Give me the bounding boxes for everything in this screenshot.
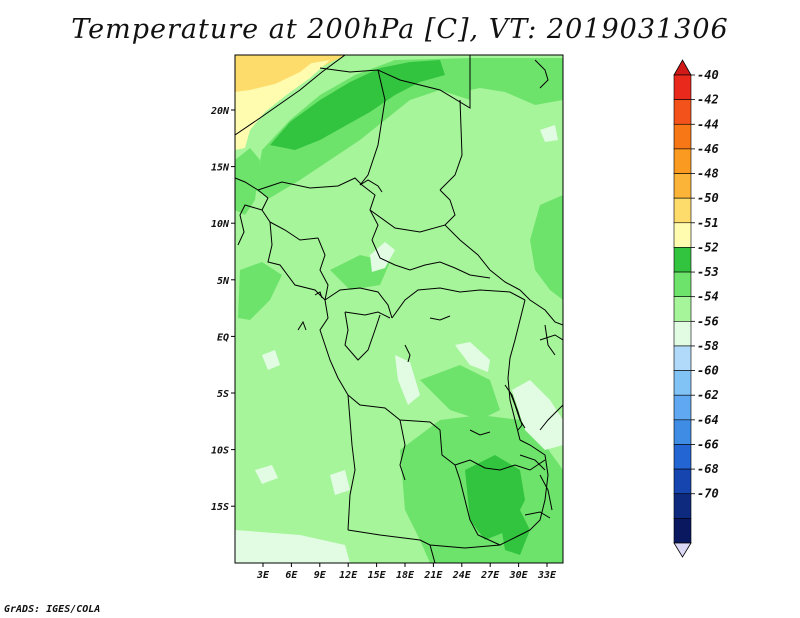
colorbar-swatch xyxy=(673,370,692,396)
colorbar-label: -66 xyxy=(697,437,719,451)
colorbar-swatch xyxy=(673,444,692,470)
grads-credit: GrADS: IGES/COLA xyxy=(4,604,101,615)
colorbar-label: -62 xyxy=(697,388,719,402)
lon-label: 3E xyxy=(256,570,270,581)
field-pale-congo xyxy=(455,342,490,372)
field-green-west xyxy=(238,262,282,320)
colorbar-label: -60 xyxy=(697,364,719,378)
colorbar-swatch xyxy=(673,345,692,371)
lon-label: 21E xyxy=(423,570,443,581)
lon-label: 30E xyxy=(509,570,529,581)
colorbar-label: -50 xyxy=(697,191,719,205)
lat-label: 15N xyxy=(211,163,230,174)
map-frame xyxy=(234,54,564,564)
lat-label: 15S xyxy=(211,502,229,513)
field-dark-band-north xyxy=(270,60,445,150)
map-title: Temperature at 200hPa [C], VT: 201903130… xyxy=(71,14,729,45)
colorbar-swatch xyxy=(673,99,692,125)
colorbar: -40 -42 -44 -46 -48 -50 -51 -52 -53 -54 -56 -58 -60 -… xyxy=(673,59,719,558)
lon-label: 18E xyxy=(396,570,415,581)
lat-label: EQ xyxy=(217,332,229,343)
colorbar-swatch xyxy=(673,296,692,322)
colorbar-swatch xyxy=(673,74,692,100)
field-green-east xyxy=(530,195,563,300)
colorbar-label: -68 xyxy=(697,462,719,476)
lon-label: 9E xyxy=(314,570,327,581)
lat-label: 10N xyxy=(211,219,230,230)
colorbar-label: -52 xyxy=(697,240,719,254)
country-borders xyxy=(235,55,563,563)
lon-label: 27E xyxy=(480,570,500,581)
lon-label: 12E xyxy=(339,570,358,581)
colorbar-swatch xyxy=(673,321,692,347)
colorbar-swatch xyxy=(673,518,692,544)
colorbar-swatch xyxy=(673,222,692,248)
colorbar-label: -48 xyxy=(697,167,719,181)
field-pale-river xyxy=(395,355,420,405)
lon-label: 6E xyxy=(285,570,298,581)
lon-label: 33E xyxy=(537,570,557,581)
field-pale-southwest xyxy=(235,530,350,563)
field-pale-lakes xyxy=(512,380,563,450)
colorbar-swatch xyxy=(673,271,692,297)
colorbar-swatch xyxy=(673,247,692,273)
lat-label: 5S xyxy=(217,389,229,400)
colorbar-label: -53 xyxy=(697,265,719,279)
colorbar-top-arrow xyxy=(673,59,692,76)
colorbar-swatch xyxy=(673,123,692,150)
colorbar-swatch xyxy=(673,394,692,421)
colorbar-swatch xyxy=(673,419,692,445)
colorbar-swatch xyxy=(673,173,692,199)
field-green-congo xyxy=(420,365,500,420)
colorbar-label: -46 xyxy=(697,142,719,156)
lat-label: 10S xyxy=(211,446,229,457)
lon-label: 15E xyxy=(368,570,387,581)
lat-label: 5N xyxy=(217,276,230,287)
colorbar-label: -64 xyxy=(697,413,719,427)
field-green-northwest xyxy=(235,148,260,215)
colorbar-label: -40 xyxy=(697,68,719,82)
colorbar-swatch xyxy=(673,468,692,495)
field-pale-center xyxy=(370,242,395,272)
colorbar-label: -56 xyxy=(697,314,719,328)
colorbar-label: -54 xyxy=(697,290,719,304)
colorbar-label: -51 xyxy=(697,216,719,230)
colorbar-swatch xyxy=(673,197,692,224)
colorbar-label: -44 xyxy=(697,117,719,131)
colorbar-bottom-arrow xyxy=(673,542,692,558)
lon-label: 24E xyxy=(452,570,472,581)
field-green-band-north xyxy=(255,58,470,198)
longitude-axis: 3E 6E 9E 12E 15E 18E 21E 24E 27E 30E 33E xyxy=(256,563,557,581)
colorbar-label: -42 xyxy=(697,93,719,107)
field-dark-south-2 xyxy=(500,510,530,555)
field-yellow-core xyxy=(235,58,318,92)
colorbar-swatch xyxy=(673,148,692,174)
colorbar-swatch xyxy=(673,493,692,519)
latitude-axis: 20N 15N 10N 5N EQ 5S 10S 15S xyxy=(210,106,235,513)
field-green-northeast xyxy=(470,58,563,105)
colorbar-label: -58 xyxy=(697,339,719,353)
colorbar-label: -70 xyxy=(697,487,719,501)
lat-label: 20N xyxy=(210,106,230,117)
